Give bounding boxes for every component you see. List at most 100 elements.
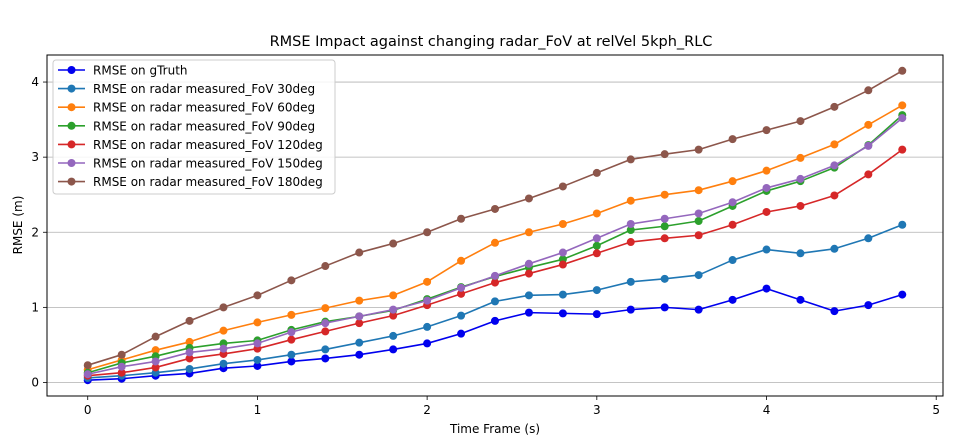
series-layer	[83, 66, 907, 385]
legend-label: RMSE on radar measured_FoV 90deg	[93, 119, 315, 133]
data-point	[423, 339, 432, 348]
data-point	[558, 219, 567, 228]
data-point	[626, 238, 635, 247]
data-point	[592, 286, 601, 295]
data-point	[423, 322, 432, 331]
x-tick-label: 2	[423, 403, 431, 417]
data-point	[423, 228, 432, 237]
series-1	[83, 220, 907, 382]
data-point	[117, 362, 126, 371]
data-point	[694, 271, 703, 280]
data-point	[660, 222, 669, 231]
data-point	[524, 269, 533, 278]
x-tick-label: 4	[763, 403, 771, 417]
data-point	[694, 186, 703, 195]
data-point	[864, 301, 873, 310]
data-point	[355, 338, 364, 347]
data-point	[253, 291, 262, 300]
data-point	[558, 248, 567, 257]
data-point	[524, 308, 533, 317]
data-point	[898, 66, 907, 75]
legend-marker	[67, 177, 76, 186]
data-point	[592, 241, 601, 250]
data-point	[830, 244, 839, 253]
data-point	[762, 183, 771, 192]
data-point	[389, 345, 398, 354]
legend: RMSE on gTruth RMSE on radar measured_FoV…	[52, 59, 336, 195]
data-point	[524, 291, 533, 300]
data-point	[219, 303, 228, 312]
legend-marker	[67, 159, 76, 167]
data-point	[796, 174, 805, 183]
y-tick-label: 4	[31, 75, 39, 89]
data-point	[762, 126, 771, 135]
data-point	[423, 277, 432, 286]
data-point	[558, 290, 567, 299]
data-point	[185, 337, 194, 346]
data-point	[592, 249, 601, 258]
y-tick-label: 3	[31, 150, 39, 164]
data-point	[728, 220, 737, 229]
data-point	[728, 135, 737, 144]
data-point	[830, 307, 839, 316]
series-4	[83, 145, 907, 380]
data-point	[864, 120, 873, 129]
data-point	[389, 291, 398, 300]
legend-label: RMSE on radar measured_FoV 150deg	[93, 157, 323, 171]
legend-label: RMSE on radar measured_FoV 30deg	[93, 82, 315, 96]
chart-title: RMSE Impact against changing radar_FoV a…	[270, 34, 713, 50]
data-point	[830, 191, 839, 200]
legend-marker	[67, 140, 76, 149]
legend-entry-5: RMSE on radar measured_FoV 150deg	[58, 157, 323, 171]
data-point	[898, 220, 907, 229]
data-point	[457, 311, 466, 320]
data-point	[728, 295, 737, 304]
data-point	[389, 239, 398, 248]
data-point	[151, 357, 160, 366]
data-point	[457, 283, 466, 292]
series-2	[83, 101, 907, 374]
data-point	[898, 145, 907, 154]
y-tick-label: 2	[31, 225, 39, 239]
legend-marker	[67, 121, 76, 130]
data-point	[83, 370, 92, 379]
legend-marker	[67, 103, 76, 112]
data-point	[321, 319, 330, 328]
data-point	[558, 309, 567, 318]
legend-label: RMSE on radar measured_FoV 60deg	[93, 101, 315, 115]
legend-label: RMSE on gTruth	[93, 64, 188, 78]
legend-entry-6: RMSE on radar measured_FoV 180deg	[58, 175, 323, 189]
data-point	[457, 329, 466, 338]
data-point	[626, 277, 635, 286]
data-point	[762, 166, 771, 175]
data-point	[626, 305, 635, 314]
data-point	[491, 297, 499, 306]
data-point	[321, 262, 330, 271]
y-tick-label: 1	[31, 300, 39, 314]
data-point	[321, 354, 330, 363]
data-point	[796, 295, 805, 304]
data-point	[287, 357, 296, 366]
data-point	[694, 231, 703, 240]
data-point	[355, 296, 364, 305]
data-point	[151, 346, 160, 355]
data-point	[491, 278, 499, 287]
data-point	[457, 214, 466, 223]
legend-marker	[67, 84, 76, 93]
data-point	[524, 259, 533, 268]
data-point	[253, 318, 262, 327]
data-point	[796, 201, 805, 210]
data-point	[287, 328, 296, 337]
data-point	[762, 245, 771, 254]
data-point	[185, 354, 194, 363]
legend-label: RMSE on radar measured_FoV 120deg	[93, 138, 323, 152]
data-point	[728, 177, 737, 186]
data-point	[796, 249, 805, 258]
data-point	[491, 238, 499, 247]
data-point	[694, 145, 703, 154]
data-point	[592, 168, 601, 177]
legend-marker	[67, 66, 76, 74]
series-5	[83, 114, 907, 379]
x-tick-label: 3	[593, 403, 601, 417]
data-point	[558, 182, 567, 191]
